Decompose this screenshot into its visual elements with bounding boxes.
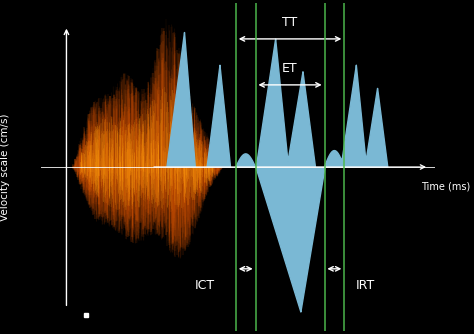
Text: Velocity scale (cm/s): Velocity scale (cm/s) (0, 113, 10, 221)
Text: ICT: ICT (194, 279, 214, 292)
Text: IRT: IRT (356, 279, 375, 292)
Text: ET: ET (282, 62, 298, 75)
Text: Time (ms): Time (ms) (421, 182, 470, 192)
Text: TT: TT (282, 16, 298, 29)
